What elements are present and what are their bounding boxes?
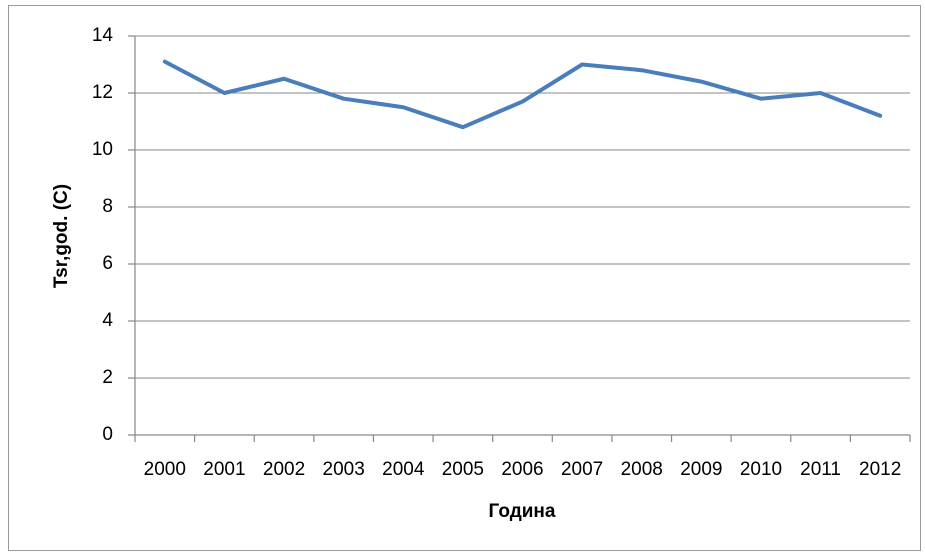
y-tick-label: 12 <box>92 82 113 103</box>
x-tick-label: 2011 <box>800 459 841 480</box>
x-tick-label: 2001 <box>203 459 245 480</box>
x-tick-label: 2005 <box>442 459 484 480</box>
x-tick-label: 2006 <box>501 459 543 480</box>
y-tick-label: 4 <box>102 310 113 331</box>
y-tick-label: 2 <box>102 367 113 388</box>
y-tick-label: 0 <box>102 424 113 445</box>
y-tick-label: 14 <box>92 25 114 46</box>
x-tick-label: 2007 <box>561 459 603 480</box>
x-tick-label: 2003 <box>323 459 365 480</box>
y-tick-label: 8 <box>102 196 113 217</box>
x-tick-label: 2004 <box>382 459 425 480</box>
x-tick-label: 2008 <box>621 459 663 480</box>
y-axis-label: Tsr,god. (C) <box>51 184 72 288</box>
data-line <box>162 59 883 130</box>
x-tick-label: 2010 <box>740 459 782 480</box>
x-tick-label: 2012 <box>859 459 901 480</box>
y-tick-label: 10 <box>92 139 113 160</box>
x-tick-label: 2009 <box>680 459 722 480</box>
x-tick-label: 2000 <box>144 459 186 480</box>
y-tick-label: 6 <box>102 253 113 274</box>
x-tick-label: 2002 <box>263 459 305 480</box>
x-axis-label: Година <box>489 501 556 522</box>
